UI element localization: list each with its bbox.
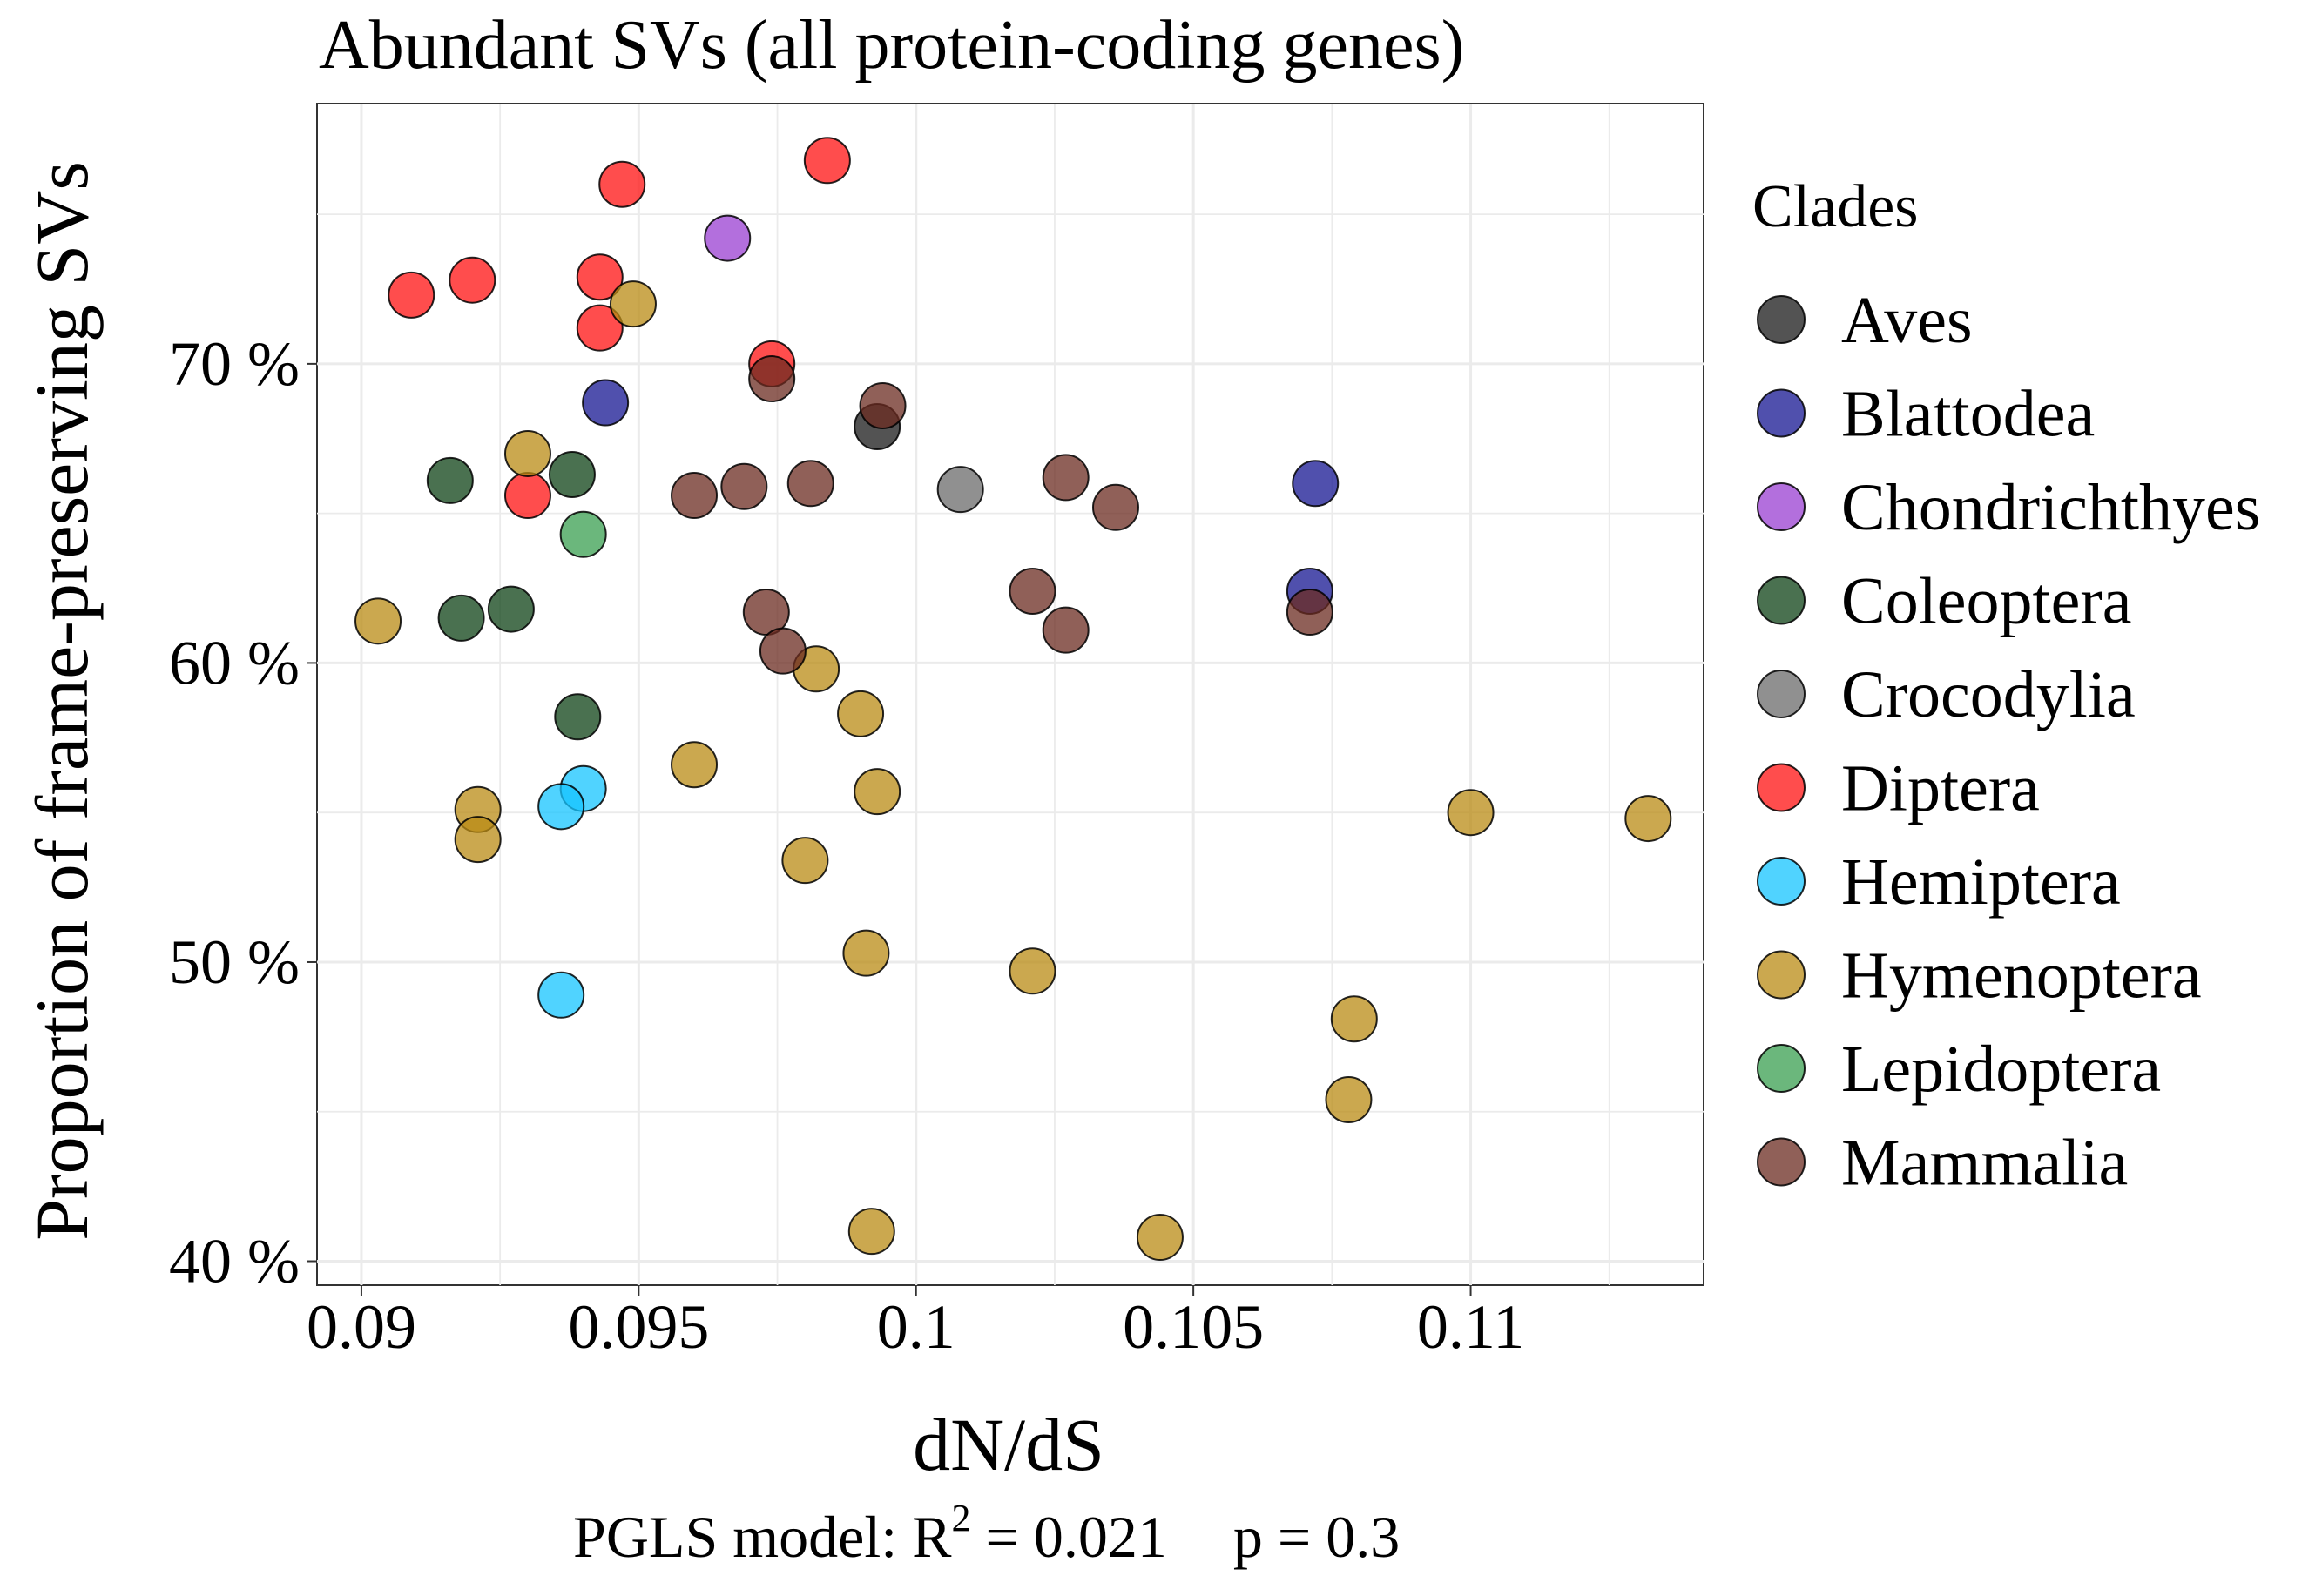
point-mammalia xyxy=(759,627,807,675)
legend-key-hymenoptera xyxy=(1757,950,1806,1000)
point-hymenoptera xyxy=(1325,1076,1373,1124)
plot-panel xyxy=(316,103,1704,1286)
x-tick-label: 0.105 xyxy=(1123,1292,1264,1362)
point-hymenoptera xyxy=(454,816,502,864)
point-hemiptera xyxy=(537,971,585,1019)
plot-border xyxy=(316,103,1704,1286)
point-mammalia xyxy=(1091,483,1139,531)
caption-p-value: p = 0.3 xyxy=(1233,1504,1400,1570)
x-tick-label: 0.09 xyxy=(307,1292,416,1362)
legend-key-mammalia xyxy=(1757,1137,1806,1187)
point-hymenoptera xyxy=(1624,795,1672,843)
legend-title: Clades xyxy=(1752,173,1919,240)
point-hymenoptera xyxy=(1136,1214,1184,1262)
point-hymenoptera xyxy=(1009,947,1056,995)
point-diptera xyxy=(449,256,496,304)
legend-key-crocodylia xyxy=(1757,670,1806,718)
point-diptera xyxy=(803,137,851,185)
legend-key-lepidoptera xyxy=(1757,1044,1806,1093)
legend-label-lepidoptera: Lepidoptera xyxy=(1841,1033,2161,1106)
point-lepidoptera xyxy=(559,510,607,558)
point-hymenoptera xyxy=(354,597,402,645)
y-tick-label: 70 % xyxy=(169,329,300,399)
legend-label-hymenoptera: Hymenoptera xyxy=(1841,939,2202,1013)
point-chondrichthyes xyxy=(704,214,752,262)
point-mammalia xyxy=(786,460,834,508)
caption-suffix: = 0.021 xyxy=(971,1504,1167,1570)
y-tick-label: 60 % xyxy=(169,628,300,697)
point-mammalia xyxy=(1042,606,1090,654)
point-hymenoptera xyxy=(671,741,719,789)
x-tick-label: 0.095 xyxy=(568,1292,709,1362)
legend-label-mammalia: Mammalia xyxy=(1841,1127,2128,1200)
legend-key-chondrichthyes xyxy=(1757,482,1806,531)
point-coleoptera xyxy=(437,594,485,642)
caption-superscript: 2 xyxy=(952,1497,971,1539)
y-axis-ticks: 40 % 50 % 60 % 70 % xyxy=(169,329,317,1296)
point-mammalia xyxy=(1042,454,1090,502)
point-crocodylia xyxy=(936,466,984,514)
point-blattodea xyxy=(582,379,630,427)
point-mammalia xyxy=(859,381,907,429)
model-caption: PGLS model: R2 = 0.021 p = 0.3 xyxy=(573,1497,1400,1570)
point-blattodea xyxy=(1292,460,1340,508)
x-tick-label: 0.11 xyxy=(1417,1292,1524,1362)
point-hemiptera xyxy=(537,783,585,831)
legend-items: Aves Blattodea Chondrichthyes Coleoptera Cro… xyxy=(1757,284,2260,1200)
point-coleoptera xyxy=(554,693,602,741)
legend-label-crocodylia: Crocodylia xyxy=(1841,658,2136,731)
y-axis-label: Proportion of frame-preserving SVs xyxy=(20,161,104,1241)
point-diptera xyxy=(576,304,624,352)
legend-label-aves: Aves xyxy=(1841,284,1973,357)
point-hymenoptera xyxy=(847,1208,895,1256)
x-axis-ticks: 0.09 0.095 0.1 0.105 0.11 xyxy=(307,1285,1524,1362)
x-axis-label: dN/dS xyxy=(913,1403,1104,1486)
legend-label-coleoptera: Coleoptera xyxy=(1841,565,2131,638)
caption-prefix: PGLS model: R xyxy=(573,1504,952,1570)
legend-key-diptera xyxy=(1757,763,1806,812)
point-coleoptera xyxy=(487,585,535,633)
legend-label-hemiptera: Hemiptera xyxy=(1841,845,2121,919)
legend-label-diptera: Diptera xyxy=(1841,752,2040,825)
point-diptera xyxy=(598,160,646,208)
point-diptera xyxy=(576,253,624,301)
legend-key-blattodea xyxy=(1757,388,1806,438)
point-diptera xyxy=(388,271,435,319)
legend-key-hemiptera xyxy=(1757,857,1806,906)
plot-background xyxy=(317,104,1704,1285)
data-points xyxy=(354,137,1672,1262)
point-diptera xyxy=(503,472,551,520)
legend-label-chondrichthyes: Chondrichthyes xyxy=(1841,471,2260,544)
y-tick-label: 40 % xyxy=(169,1227,300,1296)
point-hymenoptera xyxy=(842,929,890,977)
point-mammalia xyxy=(671,472,719,520)
point-hymenoptera xyxy=(854,768,901,816)
point-hymenoptera xyxy=(503,429,551,477)
legend-label-blattodea: Blattodea xyxy=(1841,378,2095,451)
legend-key-aves xyxy=(1757,295,1806,344)
point-hymenoptera xyxy=(837,690,885,737)
point-hymenoptera xyxy=(781,837,829,885)
legend: Clades Aves Blattodea Chondrichthyes Coleop… xyxy=(1752,173,2260,1200)
x-tick-label: 0.1 xyxy=(877,1292,955,1362)
point-hymenoptera xyxy=(1330,995,1378,1043)
point-mammalia xyxy=(748,355,796,403)
legend-key-coleoptera xyxy=(1757,576,1806,625)
grid-lines xyxy=(317,104,1704,1285)
point-coleoptera xyxy=(426,456,474,504)
point-mammalia xyxy=(1009,567,1056,615)
point-mammalia xyxy=(720,462,768,510)
point-mammalia xyxy=(1286,589,1333,636)
point-coleoptera xyxy=(548,450,596,498)
point-hymenoptera xyxy=(1447,789,1495,837)
y-tick-label: 50 % xyxy=(169,927,300,997)
point-hymenoptera xyxy=(609,280,657,328)
chart-title: Abundant SVs (all protein-coding genes) xyxy=(319,7,1464,84)
